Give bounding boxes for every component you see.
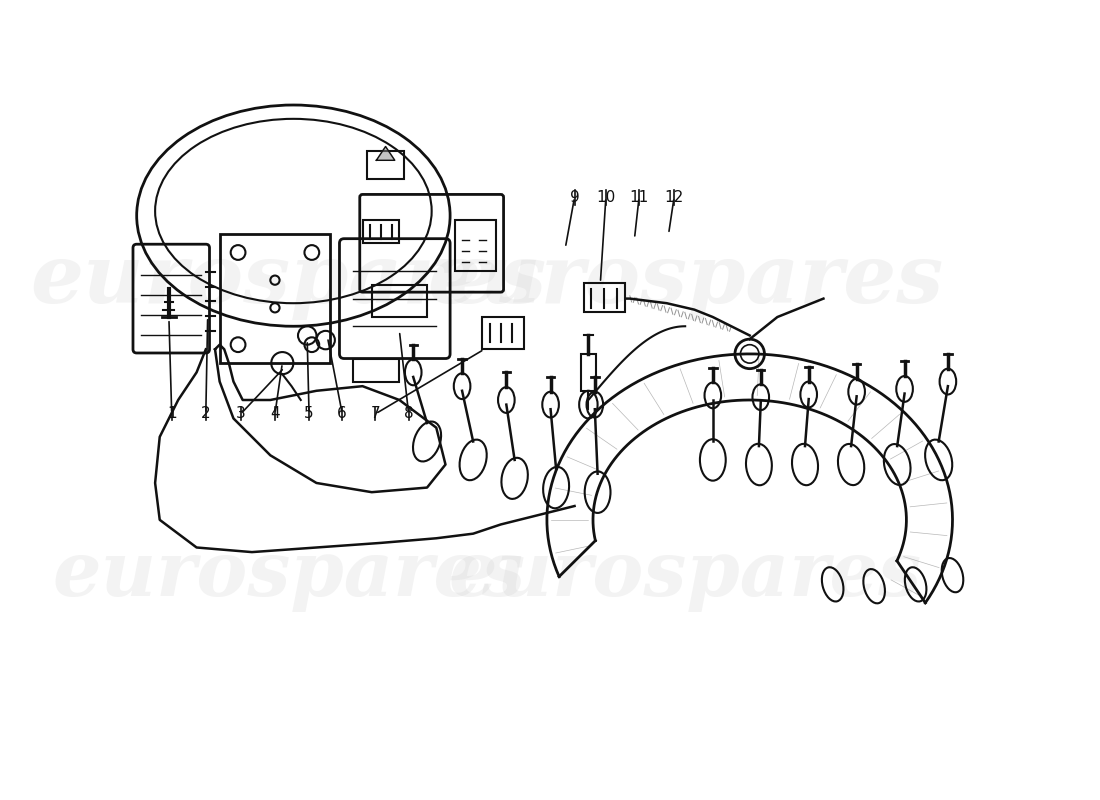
Bar [483, 317, 524, 350]
Text: 12: 12 [664, 190, 684, 205]
Text: 4: 4 [271, 406, 279, 422]
Text: 1: 1 [167, 406, 176, 422]
Bar [363, 220, 399, 243]
Text: 6: 6 [338, 406, 348, 422]
Polygon shape [376, 146, 395, 160]
Text: eurospares: eurospares [31, 240, 547, 320]
Text: 5: 5 [305, 406, 314, 422]
Text: 8: 8 [404, 406, 414, 422]
Text: eurospares: eurospares [449, 538, 922, 612]
Text: 3: 3 [236, 406, 245, 422]
Text: 7: 7 [371, 406, 381, 422]
Text: eurospares: eurospares [52, 538, 526, 612]
Bar [220, 234, 330, 363]
Bar [367, 151, 404, 178]
Text: 11: 11 [629, 190, 649, 205]
Text: 10: 10 [596, 190, 616, 205]
Bar [353, 358, 399, 382]
Bar [581, 354, 596, 390]
Text: eurospares: eurospares [427, 240, 944, 320]
Text: 2: 2 [201, 406, 210, 422]
Bar [454, 220, 496, 271]
Bar [584, 283, 625, 313]
Text: 9: 9 [570, 190, 580, 205]
Bar [372, 285, 427, 317]
